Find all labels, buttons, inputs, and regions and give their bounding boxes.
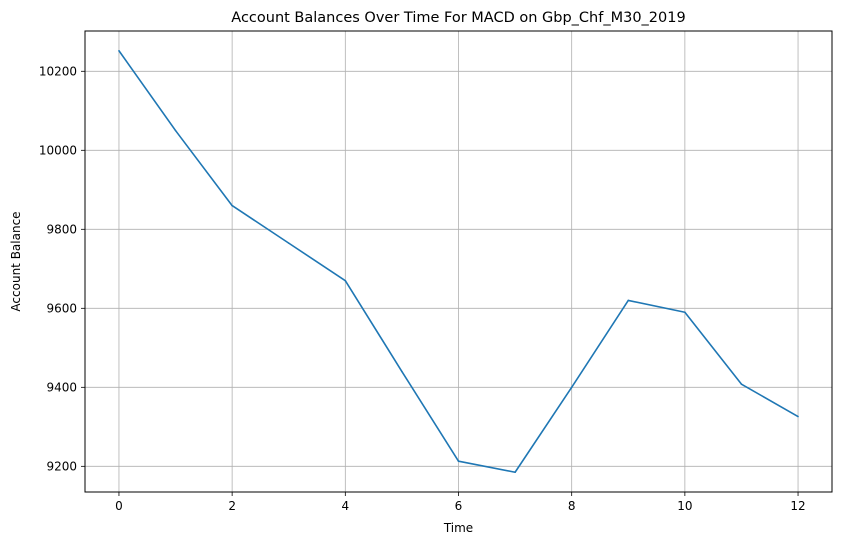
data-point	[344, 279, 347, 282]
data-point	[684, 311, 686, 314]
data-point	[740, 383, 743, 385]
data-point	[514, 471, 516, 474]
data-point	[570, 386, 573, 389]
x-tick-label: 2	[228, 499, 236, 513]
x-tick-label: 8	[568, 499, 576, 513]
x-tick-label: 4	[341, 499, 349, 513]
grid-lines	[85, 31, 832, 492]
y-tick-label: 10200	[39, 64, 77, 78]
data-point	[174, 129, 177, 132]
x-tick-label: 6	[455, 499, 463, 513]
data-point	[118, 49, 120, 52]
chart-title: Account Balances Over Time For MACD on G…	[231, 10, 685, 26]
data-point	[401, 370, 403, 373]
data-point	[627, 299, 630, 302]
x-axis-title: Time	[443, 521, 473, 535]
y-tick-label: 9600	[46, 301, 77, 315]
y-tick-label: 9800	[46, 222, 77, 236]
data-point	[457, 460, 460, 462]
series-layer	[118, 49, 799, 474]
y-axis-title: Account Balance	[9, 211, 23, 311]
y-tick-label: 10000	[39, 143, 77, 157]
x-tick-label: 12	[790, 499, 805, 513]
y-tick-label: 9400	[46, 380, 77, 394]
x-tick-label: 10	[677, 499, 692, 513]
y-tick-label: 9200	[46, 459, 77, 473]
data-point	[231, 204, 233, 207]
x-tick-label: 0	[115, 499, 123, 513]
data-point	[797, 415, 799, 418]
axis-ticks: 0 2 4 6 8 10 12 9200 9400 9600 9800 10000 10200	[39, 64, 806, 513]
data-point	[287, 242, 290, 244]
